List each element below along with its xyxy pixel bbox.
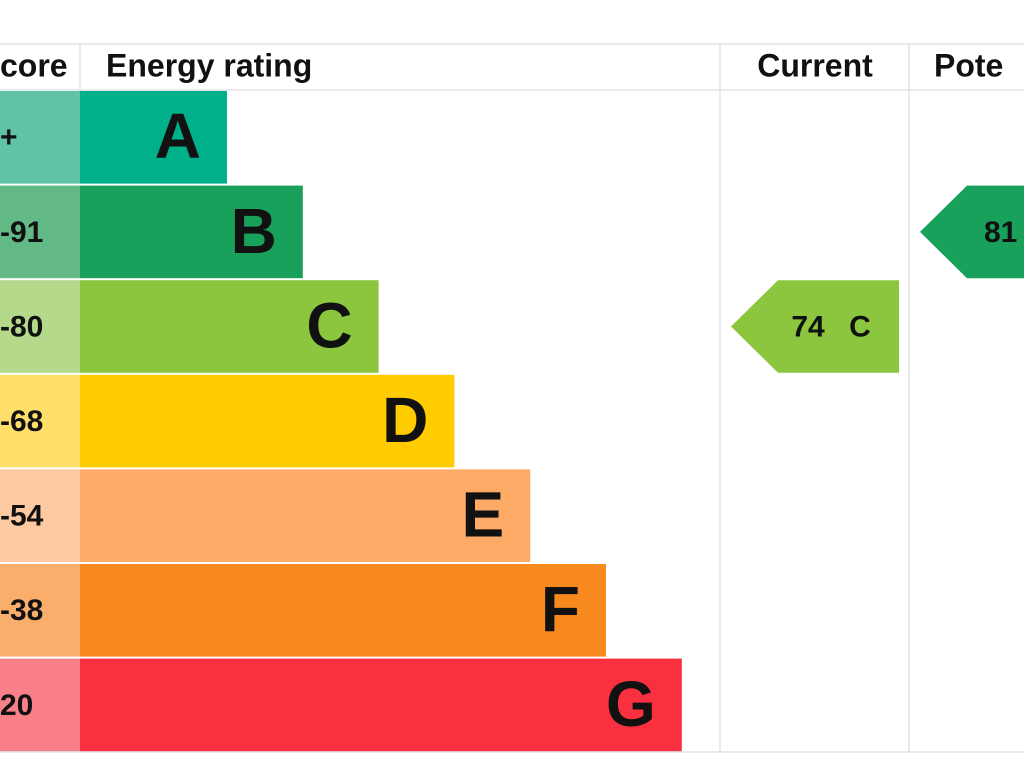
score-cell xyxy=(0,658,80,752)
score-cell xyxy=(0,469,80,562)
band-bar xyxy=(80,185,303,279)
score-label: -38 xyxy=(0,594,43,627)
score-header: core xyxy=(0,47,68,83)
band-bar xyxy=(80,564,606,657)
score-cell xyxy=(0,564,80,657)
band-letter: D xyxy=(382,384,428,456)
band-letter: E xyxy=(462,479,505,551)
score-cell xyxy=(0,374,80,468)
band-letter: B xyxy=(231,195,277,267)
band-letter: A xyxy=(155,100,201,172)
band-bar xyxy=(80,469,531,562)
score-label: -80 xyxy=(0,310,43,343)
score-label: 20 xyxy=(0,689,33,722)
current-letter: C xyxy=(849,310,871,343)
score-label: -54 xyxy=(0,500,44,533)
current-header: Current xyxy=(757,47,873,83)
current-arrow xyxy=(731,280,899,373)
score-label: -91 xyxy=(0,216,43,249)
band-bar xyxy=(80,658,682,752)
band-letter: C xyxy=(306,289,352,361)
band-bar xyxy=(80,280,379,373)
band-letter: F xyxy=(541,573,580,645)
score-label: + xyxy=(0,121,18,154)
potential-arrow xyxy=(920,185,1024,279)
band-bar xyxy=(80,374,455,468)
score-cell xyxy=(0,91,80,184)
current-value: 74 xyxy=(791,310,825,343)
score-cell xyxy=(0,185,80,279)
potential-value: 81 xyxy=(984,216,1017,249)
potential-header: Pote xyxy=(934,47,1003,83)
score-cell xyxy=(0,280,80,373)
band-bar xyxy=(80,91,227,184)
score-label: -68 xyxy=(0,405,43,438)
rating-header: Energy rating xyxy=(106,47,312,83)
band-letter: G xyxy=(606,668,656,740)
